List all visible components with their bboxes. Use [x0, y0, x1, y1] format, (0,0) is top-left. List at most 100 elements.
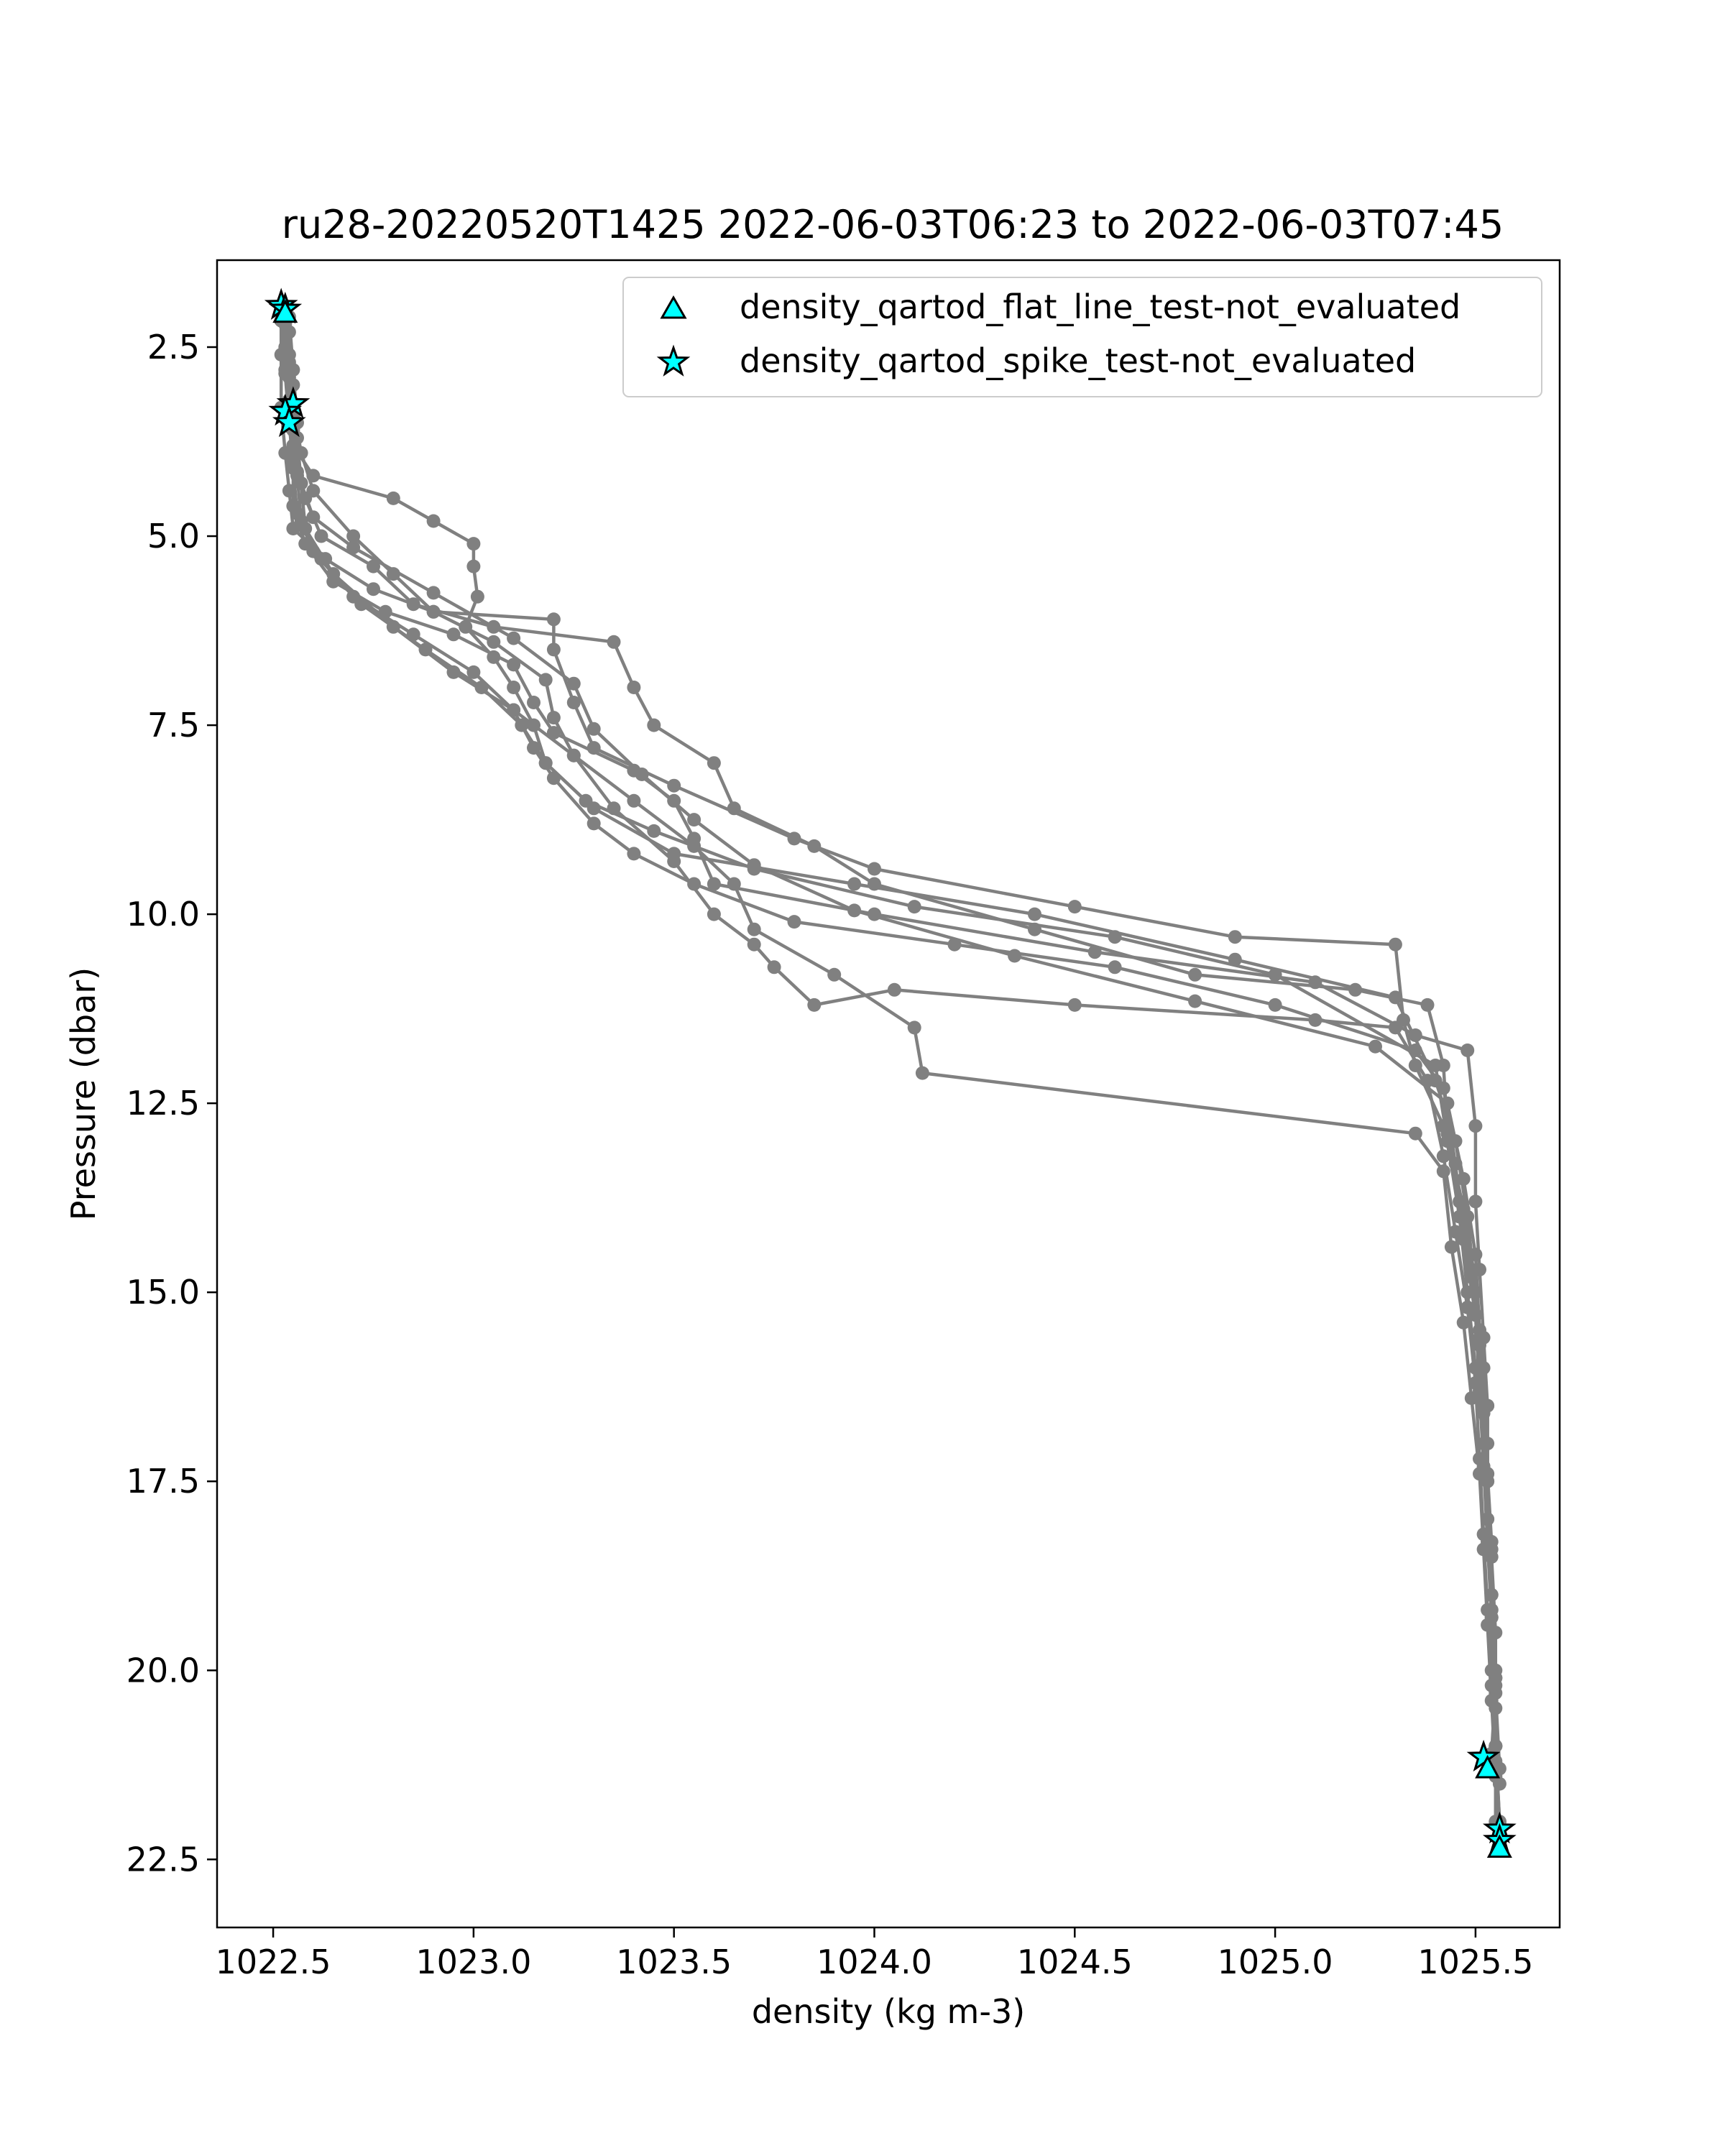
profile-line [279, 309, 1501, 1845]
data-point [426, 604, 441, 619]
data-point [1188, 994, 1202, 1008]
data-point [426, 586, 441, 600]
profile-line [283, 316, 1501, 1769]
data-point [1460, 1044, 1475, 1057]
data-point [586, 722, 601, 736]
data-point [1067, 900, 1082, 914]
data-point [1108, 930, 1122, 944]
data-point [915, 1066, 929, 1080]
data-point [1436, 1149, 1450, 1164]
data-point [507, 703, 521, 717]
data-point [386, 619, 400, 634]
data-point [647, 824, 661, 838]
data-point [290, 465, 304, 479]
y-tick-label: 5.0 [147, 517, 200, 556]
y-tick-label: 20.0 [126, 1651, 200, 1690]
data-point [546, 711, 561, 725]
data-point [466, 559, 481, 573]
x-tick-label: 1024.0 [816, 1943, 932, 1981]
data-point [787, 915, 801, 929]
data-point [1492, 1777, 1506, 1791]
x-axis: 1022.5 1023.0 1023.5 1024.0 1024.5 1025.0 1025… [216, 1927, 1533, 1981]
data-point [647, 718, 661, 732]
data-point [1481, 1474, 1495, 1488]
data-point [1489, 1701, 1503, 1715]
data-point [707, 877, 721, 891]
data-point [507, 681, 521, 694]
data-point [747, 922, 761, 936]
data-point [466, 665, 481, 679]
data-point [1468, 1119, 1483, 1133]
x-axis-label: density (kg m-3) [752, 1992, 1025, 2031]
data-point [607, 635, 621, 649]
data-point [470, 589, 484, 604]
flat-line-flag-marker [1475, 1754, 1501, 1779]
data-point [314, 529, 328, 543]
data-point [707, 907, 721, 921]
data-point [1468, 1248, 1483, 1262]
data-point [538, 673, 553, 687]
data-point [282, 484, 296, 498]
y-tick-label: 7.5 [147, 706, 200, 745]
data-point [466, 537, 481, 551]
data-point [747, 858, 761, 872]
profile-series [278, 310, 1506, 1776]
data-point [847, 903, 862, 918]
data-point [667, 854, 681, 868]
data-point [566, 676, 581, 691]
data-point [1468, 1360, 1483, 1375]
star-marker-icon [656, 344, 691, 377]
profile-line [288, 331, 1501, 1845]
plot-area [264, 287, 1517, 1858]
data-point [566, 696, 581, 709]
profile-series [282, 325, 1506, 1851]
data-point [827, 967, 842, 982]
data-point [1473, 1323, 1486, 1337]
profile-series [278, 317, 1506, 1829]
profile-series [282, 310, 1503, 1776]
data-point [507, 658, 521, 672]
data-point [727, 801, 741, 816]
data-point [1188, 967, 1202, 982]
data-point [687, 813, 702, 827]
x-tick-label: 1025.0 [1218, 1943, 1333, 1981]
data-point [367, 559, 380, 573]
flagged-points-group [264, 287, 1517, 1858]
data-point [1268, 998, 1282, 1012]
data-point [306, 510, 321, 525]
data-point [566, 748, 581, 763]
data-point [1348, 982, 1363, 997]
data-point [1028, 907, 1041, 921]
data-point [298, 522, 313, 535]
data-point [1456, 1171, 1471, 1186]
data-point [1228, 930, 1242, 944]
data-point [868, 862, 881, 876]
profile-series [274, 313, 1506, 1791]
data-point [907, 900, 921, 914]
x-tick-label: 1023.5 [616, 1943, 732, 1981]
data-point [1308, 975, 1322, 990]
legend-label-spike: density_qartod_spike_test-not_evaluated [740, 341, 1416, 380]
x-tick-label: 1025.5 [1417, 1943, 1533, 1981]
data-point [586, 816, 601, 831]
data-point [747, 937, 761, 952]
y-tick-label: 12.5 [126, 1084, 200, 1123]
y-tick-label: 2.5 [147, 328, 200, 367]
y-axis-label: Pressure (dbar) [64, 967, 103, 1220]
data-point [627, 793, 641, 808]
data-point [1408, 1126, 1422, 1141]
data-point [667, 778, 681, 793]
x-tick-label: 1024.5 [1017, 1943, 1133, 1981]
data-point [687, 877, 702, 891]
data-point [1468, 1194, 1483, 1209]
y-tick-label: 15.0 [126, 1273, 200, 1312]
chart-title: ru28-20220520T1425 2022-06-03T06:23 to 2… [282, 202, 1504, 247]
series-group [274, 302, 1506, 1855]
data-point [1408, 1028, 1422, 1042]
y-tick-label: 22.5 [126, 1840, 200, 1879]
data-point [687, 839, 702, 853]
data-point [807, 839, 822, 853]
data-point [1368, 1039, 1382, 1054]
data-point [767, 960, 781, 975]
data-point [627, 847, 641, 861]
